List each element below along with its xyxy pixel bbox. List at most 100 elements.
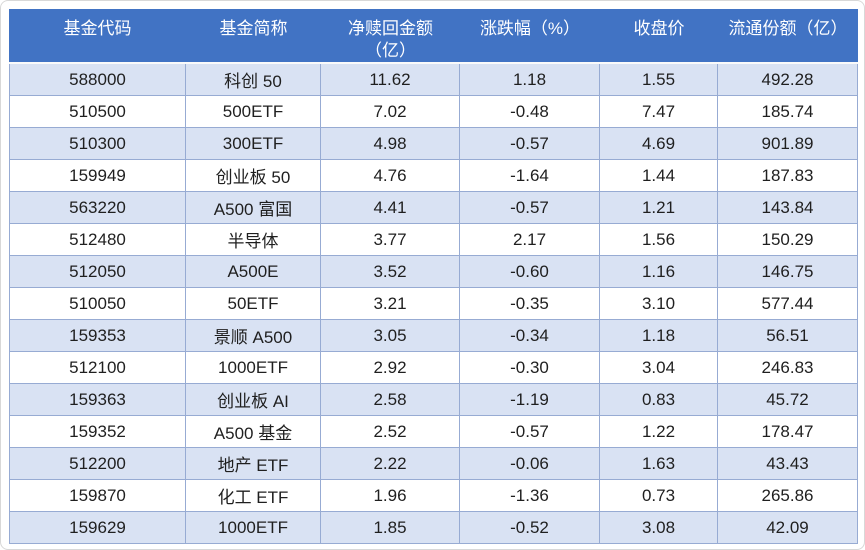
change-pct-cell: -1.36 [460, 480, 600, 512]
fund-code-cell: 510050 [9, 288, 186, 320]
col-header-label: 基金简称 [219, 19, 288, 38]
fund-code-cell: 588000 [9, 64, 186, 96]
fund-code-cell: 510500 [9, 96, 186, 128]
close-price-cell: 1.55 [600, 64, 718, 96]
col-header-label: 基金代码 [63, 19, 132, 38]
change-pct-cell: -0.57 [460, 192, 600, 224]
close-price-cell: 1.21 [600, 192, 718, 224]
fund-code-cell: 159363 [9, 384, 186, 416]
change-pct-cell: -0.30 [460, 352, 600, 384]
float-shares-cell: 178.47 [718, 416, 858, 448]
float-shares-cell: 150.29 [718, 224, 858, 256]
change-pct-cell: -0.48 [460, 96, 600, 128]
float-shares-cell: 56.51 [718, 320, 858, 352]
fund-name-cell: 地产 ETF [186, 448, 321, 480]
fund-code-cell: 563220 [9, 192, 186, 224]
fund-name-cell: 化工 ETF [186, 480, 321, 512]
close-price-cell: 3.10 [600, 288, 718, 320]
col-header-close-price: 收盘价 [600, 9, 718, 64]
float-shares-cell: 146.75 [718, 256, 858, 288]
net-redemption-cell: 1.85 [321, 512, 460, 544]
fund-name-cell: 科创 50 [186, 64, 321, 96]
float-shares-cell: 42.09 [718, 512, 858, 544]
change-pct-cell: -0.57 [460, 128, 600, 160]
net-redemption-cell: 2.58 [321, 384, 460, 416]
fund-code-cell: 512050 [9, 256, 186, 288]
net-redemption-cell: 3.05 [321, 320, 460, 352]
table-row: 512200 地产 ETF 2.22 -0.06 1.63 43.43 [9, 448, 858, 480]
table-row: 510050 50ETF 3.21 -0.35 3.10 577.44 [9, 288, 858, 320]
col-header-label-line2: （亿） [365, 41, 416, 60]
net-redemption-cell: 3.77 [321, 224, 460, 256]
fund-name-cell: 创业板 AI [186, 384, 321, 416]
change-pct-cell: -0.35 [460, 288, 600, 320]
fund-name-cell: 景顺 A500 [186, 320, 321, 352]
col-header-fund-name: 基金简称 [186, 9, 321, 64]
change-pct-cell: -0.06 [460, 448, 600, 480]
fund-code-cell: 510300 [9, 128, 186, 160]
fund-name-cell: A500 富国 [186, 192, 321, 224]
col-header-change-pct: 涨跌幅（%） [460, 9, 600, 64]
net-redemption-cell: 4.76 [321, 160, 460, 192]
fund-table: 基金代码 基金简称 净赎回金额 （亿） 涨跌幅（%） 收盘价 流通份额（亿） 5… [9, 9, 858, 544]
change-pct-cell: 1.18 [460, 64, 600, 96]
net-redemption-cell: 2.92 [321, 352, 460, 384]
close-price-cell: 7.47 [600, 96, 718, 128]
float-shares-cell: 187.83 [718, 160, 858, 192]
close-price-cell: 3.08 [600, 512, 718, 544]
close-price-cell: 3.04 [600, 352, 718, 384]
table-row: 588000 科创 50 11.62 1.18 1.55 492.28 [9, 64, 858, 96]
change-pct-cell: -1.64 [460, 160, 600, 192]
table-body: 588000 科创 50 11.62 1.18 1.55 492.28 5105… [9, 64, 858, 544]
float-shares-cell: 246.83 [718, 352, 858, 384]
fund-code-cell: 159949 [9, 160, 186, 192]
change-pct-cell: -0.52 [460, 512, 600, 544]
fund-code-cell: 512100 [9, 352, 186, 384]
col-header-fund-code: 基金代码 [9, 9, 186, 64]
float-shares-cell: 45.72 [718, 384, 858, 416]
fund-code-cell: 159352 [9, 416, 186, 448]
table-row: 512480 半导体 3.77 2.17 1.56 150.29 [9, 224, 858, 256]
net-redemption-cell: 4.41 [321, 192, 460, 224]
close-price-cell: 0.83 [600, 384, 718, 416]
change-pct-cell: 2.17 [460, 224, 600, 256]
fund-name-cell: A500E [186, 256, 321, 288]
net-redemption-cell: 3.52 [321, 256, 460, 288]
close-price-cell: 1.16 [600, 256, 718, 288]
table-row: 512050 A500E 3.52 -0.60 1.16 146.75 [9, 256, 858, 288]
table-row: 159353 景顺 A500 3.05 -0.34 1.18 56.51 [9, 320, 858, 352]
float-shares-cell: 143.84 [718, 192, 858, 224]
col-header-label: 收盘价 [633, 19, 685, 38]
net-redemption-cell: 11.62 [321, 64, 460, 96]
col-header-label: 流通份额（亿） [728, 19, 848, 38]
net-redemption-cell: 2.52 [321, 416, 460, 448]
close-price-cell: 1.56 [600, 224, 718, 256]
close-price-cell: 1.22 [600, 416, 718, 448]
col-header-net-redemption: 净赎回金额 （亿） [321, 9, 460, 64]
close-price-cell: 0.73 [600, 480, 718, 512]
col-header-float-shares: 流通份额（亿） [718, 9, 858, 64]
fund-code-cell: 159353 [9, 320, 186, 352]
change-pct-cell: -0.57 [460, 416, 600, 448]
close-price-cell: 1.18 [600, 320, 718, 352]
table-row: 510300 300ETF 4.98 -0.57 4.69 901.89 [9, 128, 858, 160]
table-row: 159352 A500 基金 2.52 -0.57 1.22 178.47 [9, 416, 858, 448]
close-price-cell: 1.44 [600, 160, 718, 192]
change-pct-cell: -1.19 [460, 384, 600, 416]
float-shares-cell: 265.86 [718, 480, 858, 512]
change-pct-cell: -0.34 [460, 320, 600, 352]
fund-name-cell: 半导体 [186, 224, 321, 256]
fund-code-cell: 512480 [9, 224, 186, 256]
float-shares-cell: 492.28 [718, 64, 858, 96]
fund-name-cell: 500ETF [186, 96, 321, 128]
fund-name-cell: 300ETF [186, 128, 321, 160]
fund-name-cell: A500 基金 [186, 416, 321, 448]
fund-name-cell: 50ETF [186, 288, 321, 320]
table-header: 基金代码 基金简称 净赎回金额 （亿） 涨跌幅（%） 收盘价 流通份额（亿） [9, 9, 858, 64]
col-header-label-line1: 净赎回金额 [348, 19, 433, 38]
table-row: 563220 A500 富国 4.41 -0.57 1.21 143.84 [9, 192, 858, 224]
fund-name-cell: 1000ETF [186, 512, 321, 544]
close-price-cell: 1.63 [600, 448, 718, 480]
float-shares-cell: 185.74 [718, 96, 858, 128]
